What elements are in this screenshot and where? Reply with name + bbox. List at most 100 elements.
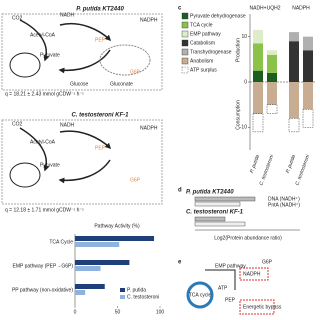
legend-swatch — [181, 48, 189, 56]
map-frame — [1, 119, 163, 205]
map-label: Pyruvate — [40, 52, 60, 58]
map-label: PEP — [95, 145, 106, 151]
map-label: Acetyl-CoA — [30, 32, 56, 38]
axis-label: Log2(Protein abundance ratio) — [214, 235, 282, 241]
legend-swatch — [181, 39, 189, 47]
legend-label: Catabolism — [190, 40, 215, 46]
note: PntA (NADH⁺) — [268, 202, 300, 208]
legend-label: TCA cycle — [190, 22, 213, 28]
schematic-label: NADPH — [243, 271, 261, 277]
schematic-label: EMP pathway — [215, 263, 246, 269]
legend-label: C. testosteroni — [127, 294, 159, 300]
y-tick-label: PP pathway (non-oxidative) — [12, 287, 73, 293]
map-frame — [1, 13, 163, 91]
legend-swatch — [120, 288, 125, 292]
legend-swatch — [181, 21, 189, 29]
legend-swatch — [181, 12, 189, 20]
map-label: G6P — [130, 177, 141, 183]
schematic-label: TCA cycle — [189, 292, 212, 298]
map-label: NADH — [60, 12, 75, 18]
map-label: NADH — [60, 122, 75, 128]
x-tick-label: 0 — [74, 309, 77, 315]
bar-segment — [289, 41, 299, 82]
map-label: NADPH — [140, 125, 158, 131]
map-arrows — [9, 127, 112, 188]
rate: q = 12.18 ± 1.71 mmol gCDW⁻¹ h⁻¹ — [5, 207, 84, 213]
legend-swatch — [181, 30, 189, 38]
map-arrows — [9, 19, 151, 78]
map-label: Acetyl-CoA — [30, 139, 56, 145]
rate: q = 18.21 ± 2.43 mmol gCDW⁻¹ h⁻¹ — [5, 91, 84, 97]
x-tick-label: 50 — [115, 309, 121, 315]
x-tick-label: C. testosteroni — [258, 153, 275, 186]
y-tick-label: 0 — [244, 79, 247, 85]
legend-label: EMP pathway — [190, 31, 221, 37]
bar-segment — [252, 113, 264, 133]
schematic-label: Energetic bypass — [243, 304, 282, 310]
bar-segment — [289, 82, 299, 119]
schematic — [186, 267, 275, 315]
legend-label: Anabolism — [190, 58, 213, 64]
x-tick-label: C. testosteroni — [294, 153, 311, 186]
bar-segment — [289, 32, 299, 42]
y-tick-label: 10 — [241, 34, 247, 40]
bar-segment — [303, 82, 313, 110]
row-label: C. testosteroni KF-1 — [186, 210, 244, 216]
bar — [75, 266, 101, 271]
map-label: CO2 — [12, 15, 23, 21]
legend-swatch — [181, 66, 189, 74]
bar-segment — [267, 82, 277, 105]
bar-segment — [253, 70, 263, 82]
legend-label: Transhydrogenase — [190, 49, 232, 55]
abundance-bars — [194, 196, 300, 231]
panel-label: c — [178, 6, 182, 12]
legend-label: P. putida — [127, 287, 146, 293]
bar — [75, 242, 120, 247]
chart-title: Pathway Activity (%) — [94, 223, 140, 229]
bar-segment — [303, 36, 313, 51]
x-tick-label: P. putida — [285, 154, 297, 174]
bar-segment — [267, 54, 277, 73]
bar-segment — [267, 72, 277, 82]
bar — [75, 236, 155, 241]
bar-segment — [267, 50, 277, 55]
bar-segment — [253, 43, 263, 71]
legend-label: ATP surplus — [190, 67, 217, 73]
y-axis-label: Production — [235, 38, 241, 62]
map-label: Gluconate — [110, 81, 133, 87]
legend-swatch — [181, 57, 189, 65]
group-label: NADPH — [292, 5, 310, 11]
x-tick-label: P. putida — [249, 154, 261, 174]
bar-segment — [253, 82, 263, 114]
note: DNA (NADH⁺) — [268, 196, 300, 202]
x-tick-label: 100 — [156, 309, 165, 315]
map-label: NADPH — [140, 17, 158, 23]
panel-title: P. putida KT2440 — [76, 7, 124, 13]
y-tick-label: -10 — [240, 125, 247, 131]
bar — [75, 284, 105, 289]
group-label: NADH+UQH2 — [250, 5, 281, 11]
panel-label: d — [178, 188, 182, 194]
bar — [75, 260, 130, 265]
panel-title: C. testosteroni KF-1 — [71, 113, 129, 119]
row-label: P. putida KT2440 — [186, 190, 234, 196]
schematic-label: ATP — [218, 285, 228, 291]
map-label: G6P — [130, 69, 141, 75]
bar-segment — [303, 50, 313, 82]
y-tick-label: EMP pathway (PEP→G6P) — [13, 263, 74, 269]
bar — [75, 290, 86, 295]
map-label: CO2 — [12, 121, 23, 127]
legend-label: Pyruvate dehydrogenase — [190, 13, 246, 19]
map-label: Pyruvate — [40, 162, 60, 168]
map-label: PEP — [95, 37, 106, 43]
bar-segment — [253, 29, 263, 44]
bar-segment — [266, 104, 278, 114]
y-tick-label: TCA Cycle — [49, 239, 73, 245]
panel-label: e — [178, 260, 182, 266]
bar-segment — [302, 108, 314, 128]
bar-segment — [288, 118, 300, 133]
legend-swatch — [120, 295, 125, 299]
y-axis-label: Consumption — [235, 100, 241, 130]
schematic-label: PEP — [225, 297, 236, 303]
